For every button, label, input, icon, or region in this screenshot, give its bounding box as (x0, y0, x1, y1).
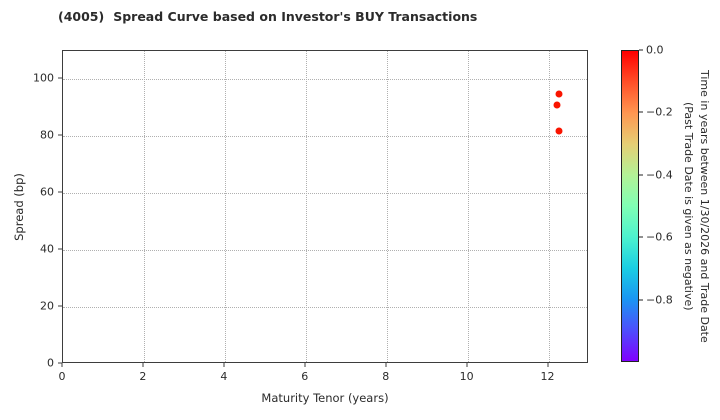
h-gridline (63, 193, 587, 195)
x-tick-mark (61, 363, 63, 367)
scatter-point (555, 127, 563, 135)
colorbar-label-line2: (Past Trade Date is given as negative) (681, 101, 695, 311)
x-tick-label: 12 (540, 370, 555, 383)
x-tick-mark (385, 363, 387, 367)
y-tick-label: 0 (47, 356, 54, 370)
y-tick-label: 100 (33, 71, 54, 85)
chart-title-code: (4005) (58, 9, 105, 24)
x-tick-label: 4 (220, 370, 228, 383)
v-gridline (305, 51, 307, 362)
y-tick-label: 20 (40, 299, 54, 313)
x-axis-label: Maturity Tenor (years) (261, 391, 389, 405)
v-gridline (224, 51, 226, 362)
colorbar-tick-label: 0.0 (646, 43, 664, 57)
scatter-point (555, 90, 563, 98)
v-gridline (386, 51, 388, 362)
scatter-point (553, 101, 561, 109)
x-tick-label: 8 (382, 370, 390, 383)
colorbar-tick-mark (639, 49, 643, 51)
x-tick-mark (304, 363, 306, 367)
y-tick-label: 60 (40, 185, 54, 199)
y-axis-label: Spread (bp) (12, 173, 26, 241)
y-tick-mark (58, 362, 62, 364)
y-tick-mark (58, 134, 62, 136)
colorbar-tick-label: −0.4 (646, 168, 673, 182)
x-tick-mark (223, 363, 225, 367)
colorbar-label: Time in years between 1/30/2026 and Trad… (680, 50, 712, 362)
x-tick-mark (142, 363, 144, 367)
colorbar-tick-label: −0.6 (646, 230, 673, 244)
colorbar-tick-label: −0.2 (646, 105, 673, 119)
colorbar-gradient (621, 50, 639, 362)
x-tick-label: 2 (139, 370, 147, 383)
h-gridline (63, 136, 587, 138)
v-gridline (548, 51, 550, 362)
h-gridline (63, 307, 587, 309)
chart-title: (4005) Spread Curve based on Investor's B… (58, 9, 477, 24)
colorbar-tick-label: −0.8 (646, 293, 673, 307)
colorbar-tick-mark (639, 236, 643, 238)
v-gridline (143, 51, 145, 362)
x-tick-mark (547, 363, 549, 367)
colorbar-tick-mark (639, 111, 643, 113)
colorbar-tick-mark (639, 174, 643, 176)
colorbar-label-line1: Time in years between 1/30/2026 and Trad… (697, 69, 711, 343)
y-tick-mark (58, 77, 62, 79)
colorbar-tick-mark (639, 299, 643, 301)
x-tick-label: 6 (301, 370, 309, 383)
chart-title-text: Spread Curve based on Investor's BUY Tra… (113, 9, 478, 24)
y-tick-mark (58, 305, 62, 307)
plot-area (62, 50, 588, 363)
y-tick-mark (58, 191, 62, 193)
y-tick-label: 80 (40, 128, 54, 142)
h-gridline (63, 250, 587, 252)
x-tick-mark (466, 363, 468, 367)
y-tick-label: 40 (40, 242, 54, 256)
v-gridline (467, 51, 469, 362)
x-tick-label: 0 (58, 370, 66, 383)
y-tick-mark (58, 248, 62, 250)
x-tick-label: 10 (459, 370, 474, 383)
h-gridline (63, 79, 587, 81)
